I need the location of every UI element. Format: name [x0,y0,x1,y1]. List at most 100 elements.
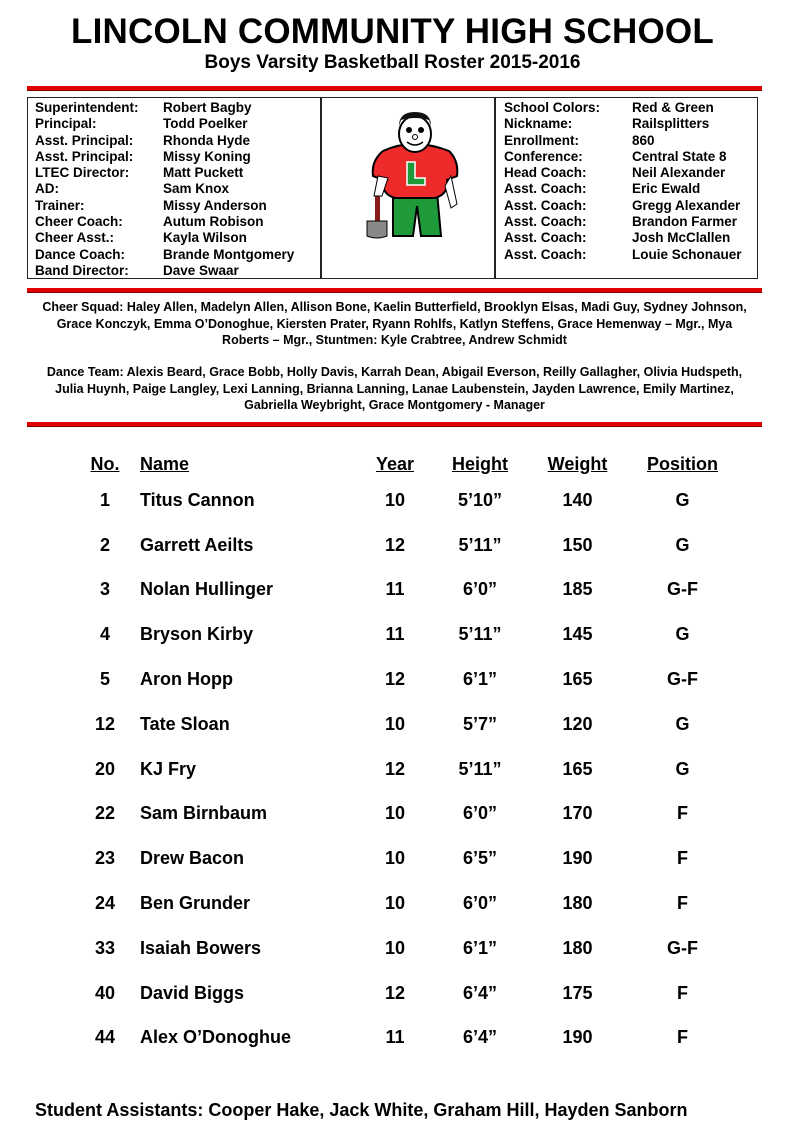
staff-name: Dave Swaar [163,262,239,278]
roster-cell: Garrett Aeilts [140,534,254,555]
staff-name: Central State 8 [632,148,727,164]
roster-cell: G-F [667,579,698,600]
roster-cell: KJ Fry [140,758,197,779]
table-row: 4 Bryson Kirby 11 5’11” 145 G [70,612,730,657]
staff-label: Asst. Coach: [504,214,587,230]
roster-cell: 5 [99,669,110,690]
roster-cell: 5’11” [458,534,502,555]
roster-cell: 2 [99,534,110,555]
table-row: 24 Ben Grunder 10 6’0” 180 F [70,881,730,926]
staff-row: AD: Sam Knox [35,181,294,197]
railsplitter-mascot-logo [366,112,459,239]
staff-name: Sam Knox [163,181,230,197]
roster-cell: F [677,1027,688,1048]
roster-cell: Ben Grunder [140,893,251,914]
roster-cell: Aron Hopp [140,669,233,690]
roster-cell: 20 [94,758,116,779]
staff-row: Conference: Central State 8 [504,149,742,165]
staff-name: Brande Montgomery [163,246,295,262]
roster-cell: 10 [384,489,406,510]
divider [27,422,762,427]
page-subtitle: Boys Varsity Basketball Roster 2015-2016 [204,52,581,73]
roster-cell: G-F [667,669,698,690]
roster-cell: Nolan Hullinger [140,579,274,600]
roster-table: No. Name Year Height Weight Position 1 Titus C… [70,450,730,1060]
roster-cell: Sam Birnbaum [140,803,268,824]
staff-row: Cheer Coach: Autum Robison [35,214,294,230]
staff-name: Robert Bagby [163,100,252,115]
roster-cell: 10 [384,713,406,734]
staff-label: Cheer Asst.: [35,230,115,246]
staff-label: Nickname: [504,116,573,132]
roster-cell: 5’10” [457,489,503,510]
staff-name: Kayla Wilson [163,230,247,246]
roster-cell: 6’4” [462,1027,498,1048]
staff-list-right: School Colors: Red & Green Nickname: Railsp… [504,100,742,263]
roster-cell: Isaiah Bowers [140,937,262,958]
table-row: 3 Nolan Hullinger 11 6’0” 185 G-F [70,568,730,613]
staff-row: Band Director: Dave Swaar [35,263,294,279]
page-title: LINCOLN COMMUNITY HIGH SCHOOL [71,12,714,51]
roster-cell: 10 [384,848,406,869]
staff-row: Asst. Principal: Missy Koning [35,149,294,165]
roster-cell: 11 [385,624,405,645]
staff-label: Cheer Coach: [35,214,123,230]
staff-name: Todd Poelker [163,116,248,132]
staff-label: School Colors: [504,100,601,115]
staff-label: Asst. Coach: [504,197,587,213]
staff-name: Brandon Farmer [632,214,738,230]
roster-cell: G [675,713,690,734]
roster-cell: 12 [384,669,406,690]
roster-cell: 175 [562,982,593,1003]
roster-cell: 22 [94,803,116,824]
staff-row: Asst. Coach: Josh McClallen [504,230,742,246]
roster-cell: Bryson Kirby [140,624,254,645]
staff-label: Asst. Coach: [504,246,587,262]
roster-cell: 12 [384,758,406,779]
column-header: Year [375,453,415,474]
roster-cell: G [675,758,690,779]
roster-cell: 10 [384,937,406,958]
roster-cell: David Biggs [140,982,245,1003]
student-assistants: Student Assistants: Cooper Hake, Jack Wh… [35,1100,688,1120]
roster-cell: 5’11” [458,624,502,645]
staff-name: Missy Koning [163,148,251,164]
roster-cell: Titus Cannon [140,489,255,510]
roster-cell: Tate Sloan [140,713,230,734]
staff-row: Asst. Principal: Rhonda Hyde [35,133,294,149]
roster-cell: 6’0” [462,893,498,914]
roster-cell: 23 [94,848,116,869]
roster-cell: 6’0” [462,579,498,600]
roster-cell: G [675,534,690,555]
staff-row: Principal: Todd Poelker [35,116,294,132]
table-row: 5 Aron Hopp 12 6’1” 165 G-F [70,657,730,702]
staff-name: Eric Ewald [632,181,701,197]
staff-row: Asst. Coach: Louie Schonauer [504,247,742,263]
roster-cell: 165 [562,758,593,779]
roster-cell: 33 [94,937,116,958]
roster-cell: 140 [562,489,593,510]
staff-row: Asst. Coach: Eric Ewald [504,181,742,197]
roster-cell: 5’7” [462,713,498,734]
roster-cell: F [677,982,688,1003]
roster-cell: Drew Bacon [140,848,245,869]
column-header: Height [452,453,508,474]
table-row: 33 Isaiah Bowers 10 6’1” 180 G-F [70,926,730,971]
staff-name: Railsplitters [632,116,710,132]
staff-label: LTEC Director: [35,165,130,181]
roster-cell: G [675,489,690,510]
roster-cell: F [677,848,688,869]
roster-cell: 12 [94,713,116,734]
divider [27,288,762,293]
roster-cell: 145 [562,624,593,645]
roster-cell: 185 [562,579,593,600]
staff-name: Red & Green [632,100,714,115]
roster-cell: 44 [94,1027,116,1048]
staff-row: Dance Coach: Brande Montgomery [35,247,294,263]
staff-name: Matt Puckett [163,165,244,181]
staff-row: Trainer: Missy Anderson [35,198,294,214]
staff-name: Neil Alexander [632,165,726,181]
roster-cell: 190 [562,848,593,869]
roster-cell: 5’11” [458,758,502,779]
staff-row: LTEC Director: Matt Puckett [35,165,294,181]
